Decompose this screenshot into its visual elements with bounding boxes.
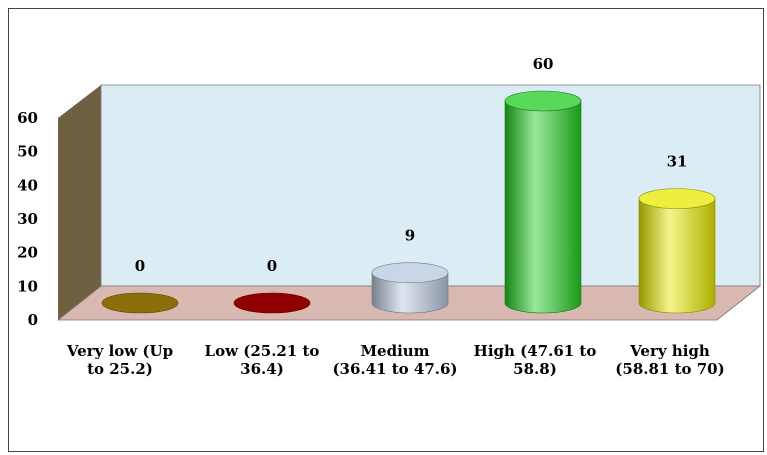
bar-body [504,100,582,314]
y-tick-label: 10 [17,277,38,295]
x-tick-label: Very high (58.81 to 70) [605,342,735,378]
bar [101,292,179,314]
bars [101,90,716,314]
x-tick-label-line: 58.8) [513,360,557,378]
data-label: 9 [405,227,415,245]
bar-top [371,262,449,284]
x-tick-label: High (47.61 to 58.8) [470,342,600,378]
x-tick-label-line: 36.4) [240,360,284,378]
x-tick-label-line: (36.41 to 47.6) [332,360,458,378]
y-tick-label: 60 [17,109,38,127]
x-tick-label-line: (58.81 to 70) [615,360,725,378]
x-tick-label: Very low (Up to 25.2) [55,342,185,378]
y-tick-label: 50 [17,143,38,161]
bar-top [233,292,311,314]
bar-top [101,292,179,314]
data-label: 31 [667,153,688,171]
bar [638,188,716,314]
bar-body [638,198,716,314]
x-tick-label-line: to 25.2) [87,360,153,378]
data-labels: 0 0 9 60 31 [135,55,688,275]
bar-top [504,90,582,112]
bar-body [371,272,449,314]
x-tick-label-line: High (47.61 to [473,342,597,360]
bar [233,292,311,314]
bar-top [638,188,716,209]
data-label: 0 [135,257,145,275]
y-tick-label: 20 [17,244,38,262]
data-label: 0 [267,257,277,275]
y-tick-label: 30 [17,210,38,228]
x-tick-label-line: Very high [630,342,710,360]
x-tick-label: Medium (36.41 to 47.6) [330,342,460,378]
bar [504,90,582,314]
x-tick-label-line: Low (25.21 to [204,342,320,360]
data-label: 60 [533,55,554,73]
x-tick-label-line: Medium [360,342,430,360]
x-tick-label: Low (25.21 to 36.4) [197,342,327,378]
y-tick-label: 0 [28,311,38,329]
side-wall [58,85,101,320]
bar [371,262,449,314]
x-tick-label-line: Very low (Up [66,342,174,360]
y-tick-label: 40 [17,176,38,194]
y-axis-ticks: 0 10 20 30 40 50 60 [17,109,38,329]
